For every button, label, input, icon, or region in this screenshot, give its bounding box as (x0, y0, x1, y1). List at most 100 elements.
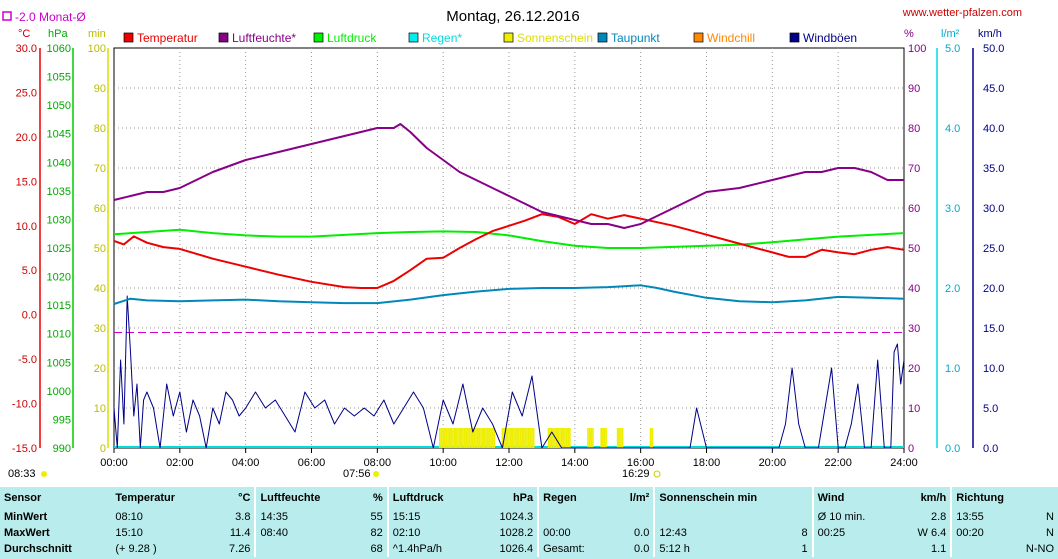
legend-swatch (313, 32, 324, 43)
legend-swatch (123, 32, 134, 43)
wind-unit-label: km/h (978, 28, 1002, 40)
press-tick-label: 1060 (47, 43, 71, 55)
monthly-avg-legend: -2.0 Monat-Ø (15, 10, 86, 24)
stats-row-min: MinWert 08:10 3.8 14:35 55 15:15 1024.3 … (0, 509, 1058, 525)
press-tick-label: 990 (53, 443, 71, 455)
rain-value: 0.0 (612, 541, 656, 557)
hdr-sensor: Sensor (4, 492, 42, 504)
sunset-time: 16:29 (622, 468, 650, 480)
pct-tick-label: 10 (908, 403, 920, 415)
dir-time: 00:20 (956, 527, 984, 539)
wind-tick-label: 10.0 (983, 363, 1004, 375)
sun-value: 1 (768, 541, 814, 557)
min-tick-label: 10 (94, 403, 106, 415)
dir-value: N (1046, 511, 1054, 523)
hdr-wind: Wind (817, 492, 845, 504)
legend-swatch (503, 32, 514, 43)
wind-time: Ø 10 min. (817, 511, 866, 523)
sun-value: 8 (768, 525, 814, 541)
wind-tick-label: 50.0 (983, 43, 1004, 55)
hdr-rain-unit: l/m² (612, 487, 656, 509)
legend-swatch (597, 32, 608, 43)
legend-label: Luftdruck (327, 31, 377, 45)
pct-tick-label: 50 (908, 243, 920, 255)
temp-tick-label: -15.0 (12, 443, 37, 455)
min-tick-label: 100 (88, 43, 106, 55)
min-tick-label: 60 (94, 203, 106, 215)
min-tick-label: 20 (94, 363, 106, 375)
taupunkt-line (113, 284, 905, 305)
legend-label: Regen* (422, 31, 462, 45)
sunrise-time: 07:56 (343, 468, 371, 480)
pct-tick-label: 20 (908, 363, 920, 375)
stats-row-avg: Durchschnitt (+ 9.28 ) 7.26 68 ^1.4hPa/h… (0, 541, 1058, 557)
press-tick-label: 995 (53, 414, 71, 426)
time-tick-label: 08:00 (364, 457, 392, 469)
hdr-temp-unit: °C (210, 487, 257, 509)
pct-tick-label: 100 (908, 43, 926, 55)
time-tick-label: 16:00 (627, 457, 655, 469)
legend-swatch (789, 32, 800, 43)
min-unit-label: min (88, 28, 106, 40)
pct-tick-label: 70 (908, 163, 920, 175)
temp-tick-label: 15.0 (16, 176, 37, 188)
press-tick-label: 1030 (47, 214, 71, 226)
temperatur-line (113, 213, 905, 289)
luftfeuchte-line (113, 123, 904, 229)
stats-row-max: MaxWert 15:10 11.4 08:40 82 02:10 1028.2… (0, 525, 1058, 541)
rain-tick-label: 0.0 (945, 443, 960, 455)
temp-value: 11.4 (210, 525, 257, 541)
pct-tick-label: 60 (908, 203, 920, 215)
temp-time: 08:10 (115, 511, 143, 523)
legend-label: Windböen (803, 31, 857, 45)
press-tick-label: 1045 (47, 129, 71, 141)
legend-label: Sonnenschein (517, 31, 593, 45)
rain-tick-label: 4.0 (945, 123, 960, 135)
temp-tick-label: -10.0 (12, 399, 37, 411)
wind-tick-label: 45.0 (983, 83, 1004, 95)
time-tick-label: 02:00 (166, 457, 194, 469)
wind-tick-label: 35.0 (983, 163, 1004, 175)
chart-marks (113, 123, 905, 449)
temp-tick-label: 5.0 (22, 265, 37, 277)
press-time: ^1.4hPa/h (392, 543, 442, 555)
time-tick-label: 06:00 (298, 457, 326, 469)
luftdruck-line (113, 228, 905, 249)
press-tick-label: 1025 (47, 243, 71, 255)
hum-time: 08:40 (260, 527, 288, 539)
legend-swatch (693, 32, 704, 43)
press-value: 1026.4 (475, 541, 540, 557)
legend-label: Luftfeuchte* (232, 31, 296, 45)
rain-unit-label: l/m² (941, 28, 960, 40)
weather-chart: -2.0 Monat-Ø Montag, 26.12.2016 www.wett… (2, 7, 1022, 480)
wind-value: W 6.4 (895, 525, 953, 541)
hdr-hum-unit: % (356, 487, 389, 509)
axis-lines (39, 48, 974, 448)
min-tick-label: 50 (94, 243, 106, 255)
rain-time (538, 509, 612, 525)
sunset-icon (653, 470, 661, 478)
hdr-press: Luftdruck (392, 492, 444, 504)
temp-tick-label: 20.0 (16, 132, 37, 144)
press-tick-label: 1010 (47, 329, 71, 341)
rain-time: 00:00 (543, 527, 571, 539)
temp-value: 3.8 (210, 509, 257, 525)
chart-title: Montag, 26.12.2016 (446, 8, 579, 25)
rain-time: Gesamt: (543, 543, 585, 555)
rain-value: 0.0 (612, 525, 656, 541)
press-time: 15:15 (392, 511, 421, 523)
time-tick-label: 24:00 (890, 457, 918, 469)
hdr-rain: Regen (543, 492, 577, 504)
temp-unit-label: °C (18, 28, 30, 40)
chart-legend: Temperatur Luftfeuchte* Luftdruck Regen* Son… (123, 31, 857, 45)
wind-tick-label: 5.0 (983, 403, 998, 415)
legend-swatch (218, 32, 229, 43)
min-tick-label: 90 (94, 83, 106, 95)
press-tick-label: 1040 (47, 157, 71, 169)
rain-value (612, 509, 656, 525)
sun-time: 12:43 (659, 527, 687, 539)
hum-value: 68 (356, 541, 389, 557)
axis-ticks: 30.0 25.0 20.0 15.0 10.0 5.0 0.0 -5.0 -10.0 -15.0… (12, 43, 1005, 455)
hdr-sun: Sonnenschein min (654, 487, 814, 509)
dir-value: N-NO (1025, 543, 1054, 555)
